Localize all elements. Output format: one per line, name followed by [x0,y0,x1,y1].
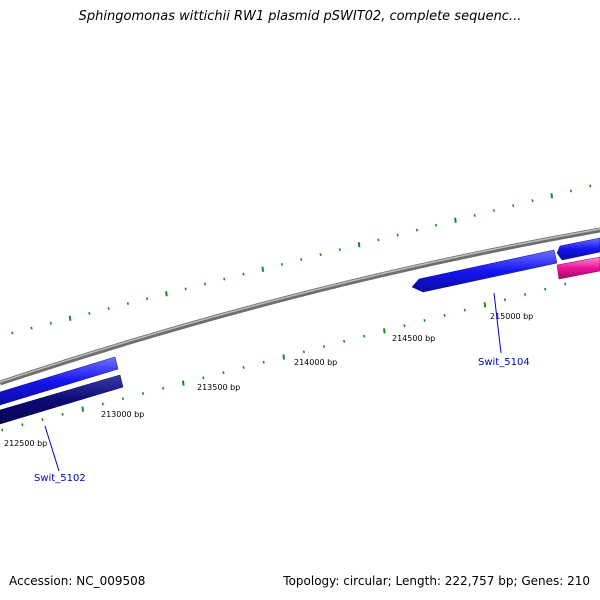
minor-tick [11,331,14,335]
major-tick [383,328,386,334]
minor-tick [544,287,547,291]
minor-tick [203,282,207,286]
major-tick [550,193,554,199]
gene-feature-swit-5104[interactable] [411,249,558,293]
minor-tick [1,428,4,432]
minor-tick [41,418,44,422]
gene-label-leader-swit-5104 [493,292,502,354]
major-tick [282,354,286,360]
minor-tick [49,321,52,325]
minor-tick [280,262,284,266]
minor-tick [302,350,305,354]
minor-tick [503,298,507,302]
gene-feature-swit-5102[interactable] [0,374,124,425]
major-tick [165,291,168,297]
major-tick [483,302,487,308]
accession-text: Accession: NC_009508 [9,574,146,588]
minor-tick [101,402,104,406]
ruler-label-212500: 212500 bp [4,439,47,448]
gene-feature-left-forward[interactable] [0,356,119,406]
minor-tick [564,282,567,286]
minor-tick [146,297,149,301]
gene-feature-right-forward[interactable] [556,237,600,261]
minor-tick [184,287,187,291]
minor-tick [492,209,496,212]
minor-tick [415,228,418,232]
minor-tick [319,253,322,257]
ruler-label-215000: 215000 bp [490,312,533,321]
inner-tick-row [1,282,567,432]
minor-tick [443,313,446,317]
minor-tick [589,184,592,188]
plasmid-backbone [0,227,600,386]
minor-tick [162,386,165,390]
minor-tick [262,360,265,364]
minor-tick [21,423,24,427]
major-tick [181,380,185,386]
gene-label-leader-swit-5102 [44,425,60,472]
minor-tick [107,307,110,310]
gene-feature-right-pink[interactable] [556,256,600,280]
minor-tick [223,277,226,281]
ruler-label-214500: 214500 bp [392,334,435,343]
ruler-label-213000: 213000 bp [101,410,144,419]
minor-tick [463,308,466,312]
minor-tick [88,311,91,315]
minor-tick [202,376,205,380]
minor-tick [300,258,303,261]
minor-tick [322,345,326,349]
minor-tick [222,371,225,375]
gene-label-swit-5104[interactable]: Swit_5104 [478,357,530,368]
outer-tick-row [11,184,592,335]
major-tick [261,266,265,272]
topology-summary-text: Topology: circular; Length: 222,757 bp; … [283,574,590,588]
minor-tick [569,189,573,193]
minor-tick [524,292,527,296]
minor-tick [61,412,64,416]
minor-tick [473,213,476,217]
minor-tick [531,199,534,203]
minor-tick [363,334,366,338]
ruler-label-213500: 213500 bp [197,383,240,392]
minor-tick [242,365,245,369]
minor-tick [242,272,245,276]
minor-tick [403,324,406,328]
gene-label-swit-5102[interactable]: Swit_5102 [34,473,86,484]
minor-tick [396,233,399,237]
minor-tick [423,319,426,322]
minor-tick [338,248,341,252]
minor-tick [141,392,145,395]
major-tick [68,315,72,321]
minor-tick [121,397,125,401]
minor-tick [377,238,380,242]
ruler-label-214000: 214000 bp [294,358,337,367]
minor-tick [126,302,129,306]
minor-tick [512,204,515,208]
minor-tick [435,223,438,227]
major-tick [357,242,361,248]
minor-tick [343,339,346,343]
minor-tick [30,326,33,330]
plasmid-backbone-highlight [0,228,600,383]
map-title: Sphingomonas wittichii RW1 plasmid pSWIT… [78,9,522,24]
major-tick [81,406,85,412]
major-tick [454,217,457,223]
